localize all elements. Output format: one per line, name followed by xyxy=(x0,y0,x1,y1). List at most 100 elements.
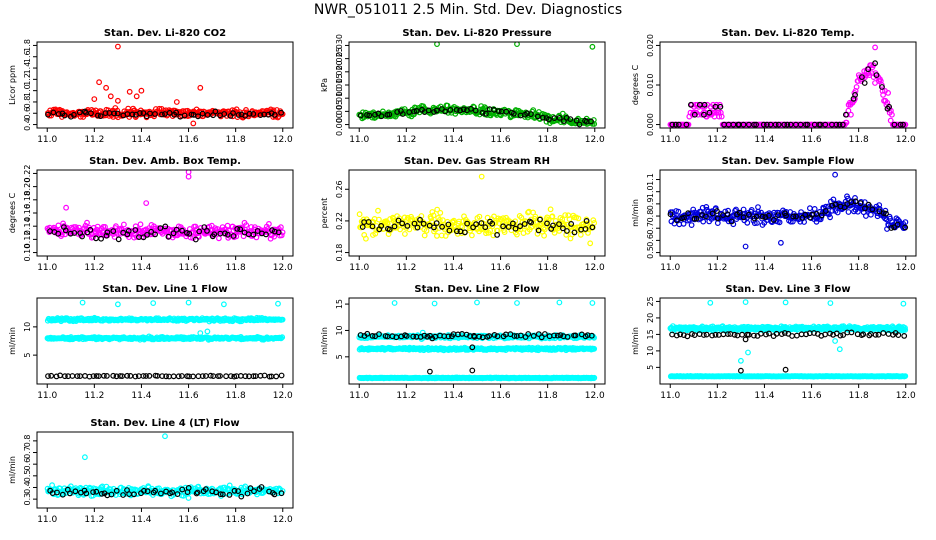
data-point xyxy=(834,209,841,216)
data-point xyxy=(888,225,895,231)
data-point xyxy=(669,121,676,128)
panel-9: 11.0 11.2 11.4 11.6 11.8 12.0510152025ml/minS… xyxy=(631,284,917,401)
data-point xyxy=(673,332,680,339)
data-point xyxy=(857,200,864,207)
y-tick-label: 0.000 xyxy=(335,113,344,136)
panel-5: 11.0 11.2 11.4 11.6 11.8 12.00.180.220.26perc… xyxy=(320,156,606,273)
data-point xyxy=(576,121,583,128)
x-tick-label: 11.8 xyxy=(226,135,246,145)
data-point xyxy=(685,210,691,217)
data-point xyxy=(782,366,789,373)
data-point xyxy=(503,108,510,115)
data-point xyxy=(714,215,721,222)
data-point xyxy=(712,205,719,212)
data-point xyxy=(691,215,698,222)
data-point xyxy=(185,495,192,501)
data-point xyxy=(460,106,467,113)
data-point xyxy=(744,219,751,226)
data-point xyxy=(781,121,788,128)
data-point xyxy=(561,221,568,228)
y-axis-label: ml/min xyxy=(8,327,17,355)
x-tick-label: 12.0 xyxy=(585,391,605,401)
data-point xyxy=(103,84,109,91)
data-point xyxy=(237,226,244,233)
points-group xyxy=(44,433,286,501)
data-point xyxy=(900,300,907,307)
data-point xyxy=(764,121,770,128)
data-point xyxy=(852,194,858,201)
data-point xyxy=(433,220,440,227)
data-point xyxy=(439,217,446,224)
x-tick-label: 11.2 xyxy=(396,263,416,273)
data-point xyxy=(474,299,480,306)
data-point xyxy=(673,217,680,224)
data-point xyxy=(70,111,77,118)
data-point xyxy=(836,346,843,353)
data-point xyxy=(483,230,489,237)
data-point xyxy=(880,330,887,336)
data-point xyxy=(746,211,752,218)
x-tick-label: 11.2 xyxy=(84,135,104,145)
y-tick-label: 0.8 xyxy=(646,210,655,223)
data-point xyxy=(700,332,707,338)
data-point xyxy=(273,373,280,380)
data-point xyxy=(535,331,542,338)
data-point xyxy=(233,233,240,240)
data-point xyxy=(738,357,744,364)
data-point xyxy=(583,217,590,224)
data-point xyxy=(399,111,406,117)
y-axis-label: Licor ppm xyxy=(8,65,17,105)
plot-frame xyxy=(36,297,294,385)
y-tick-label: 5 xyxy=(23,353,32,358)
data-point xyxy=(62,373,68,380)
data-point xyxy=(404,222,411,229)
points-group xyxy=(356,299,598,382)
data-point xyxy=(753,213,760,220)
data-point xyxy=(63,204,69,211)
data-point xyxy=(402,231,408,237)
data-point xyxy=(748,206,755,213)
data-point xyxy=(143,373,149,379)
data-point xyxy=(591,374,598,381)
x-tick-label: 11.6 xyxy=(802,135,822,145)
x-tick-label: 11.6 xyxy=(179,135,199,145)
data-point xyxy=(159,373,166,380)
data-point xyxy=(243,222,250,229)
data-point xyxy=(552,217,559,224)
data-point xyxy=(434,206,441,213)
data-point xyxy=(775,212,781,219)
data-point xyxy=(60,220,66,227)
data-point xyxy=(391,300,398,306)
x-tick-label: 11.8 xyxy=(226,263,246,273)
data-point xyxy=(170,373,177,380)
data-point xyxy=(818,212,825,219)
x-tick-label: 11.8 xyxy=(849,135,869,145)
panel-6: 11.0 11.2 11.4 11.6 11.8 12.00.50.60.70.80.91… xyxy=(631,156,917,273)
x-tick-label: 11.4 xyxy=(131,135,151,145)
panel-3: 11.0 11.2 11.4 11.6 11.8 12.00.0000.0100.020d… xyxy=(631,28,917,145)
data-point xyxy=(220,301,227,308)
data-point xyxy=(221,111,228,117)
data-point xyxy=(217,373,223,379)
data-point xyxy=(278,224,284,231)
data-point xyxy=(900,121,906,128)
data-point xyxy=(514,333,520,339)
data-point xyxy=(127,373,134,379)
data-point xyxy=(429,335,436,342)
data-point xyxy=(897,121,904,128)
data-point xyxy=(718,113,725,120)
data-point xyxy=(837,332,844,339)
data-point xyxy=(745,349,751,356)
x-tick-label: 11.0 xyxy=(660,391,680,401)
data-point xyxy=(257,112,264,118)
y-tick-label: 0.18 xyxy=(23,191,32,209)
data-point xyxy=(588,118,594,125)
data-point xyxy=(501,229,508,236)
data-point xyxy=(207,372,214,379)
data-point xyxy=(359,224,366,230)
x-tick-label: 11.2 xyxy=(84,391,104,401)
data-point xyxy=(549,213,556,220)
data-point xyxy=(803,331,809,338)
data-point xyxy=(363,235,369,242)
x-tick-label: 12.0 xyxy=(585,263,605,273)
